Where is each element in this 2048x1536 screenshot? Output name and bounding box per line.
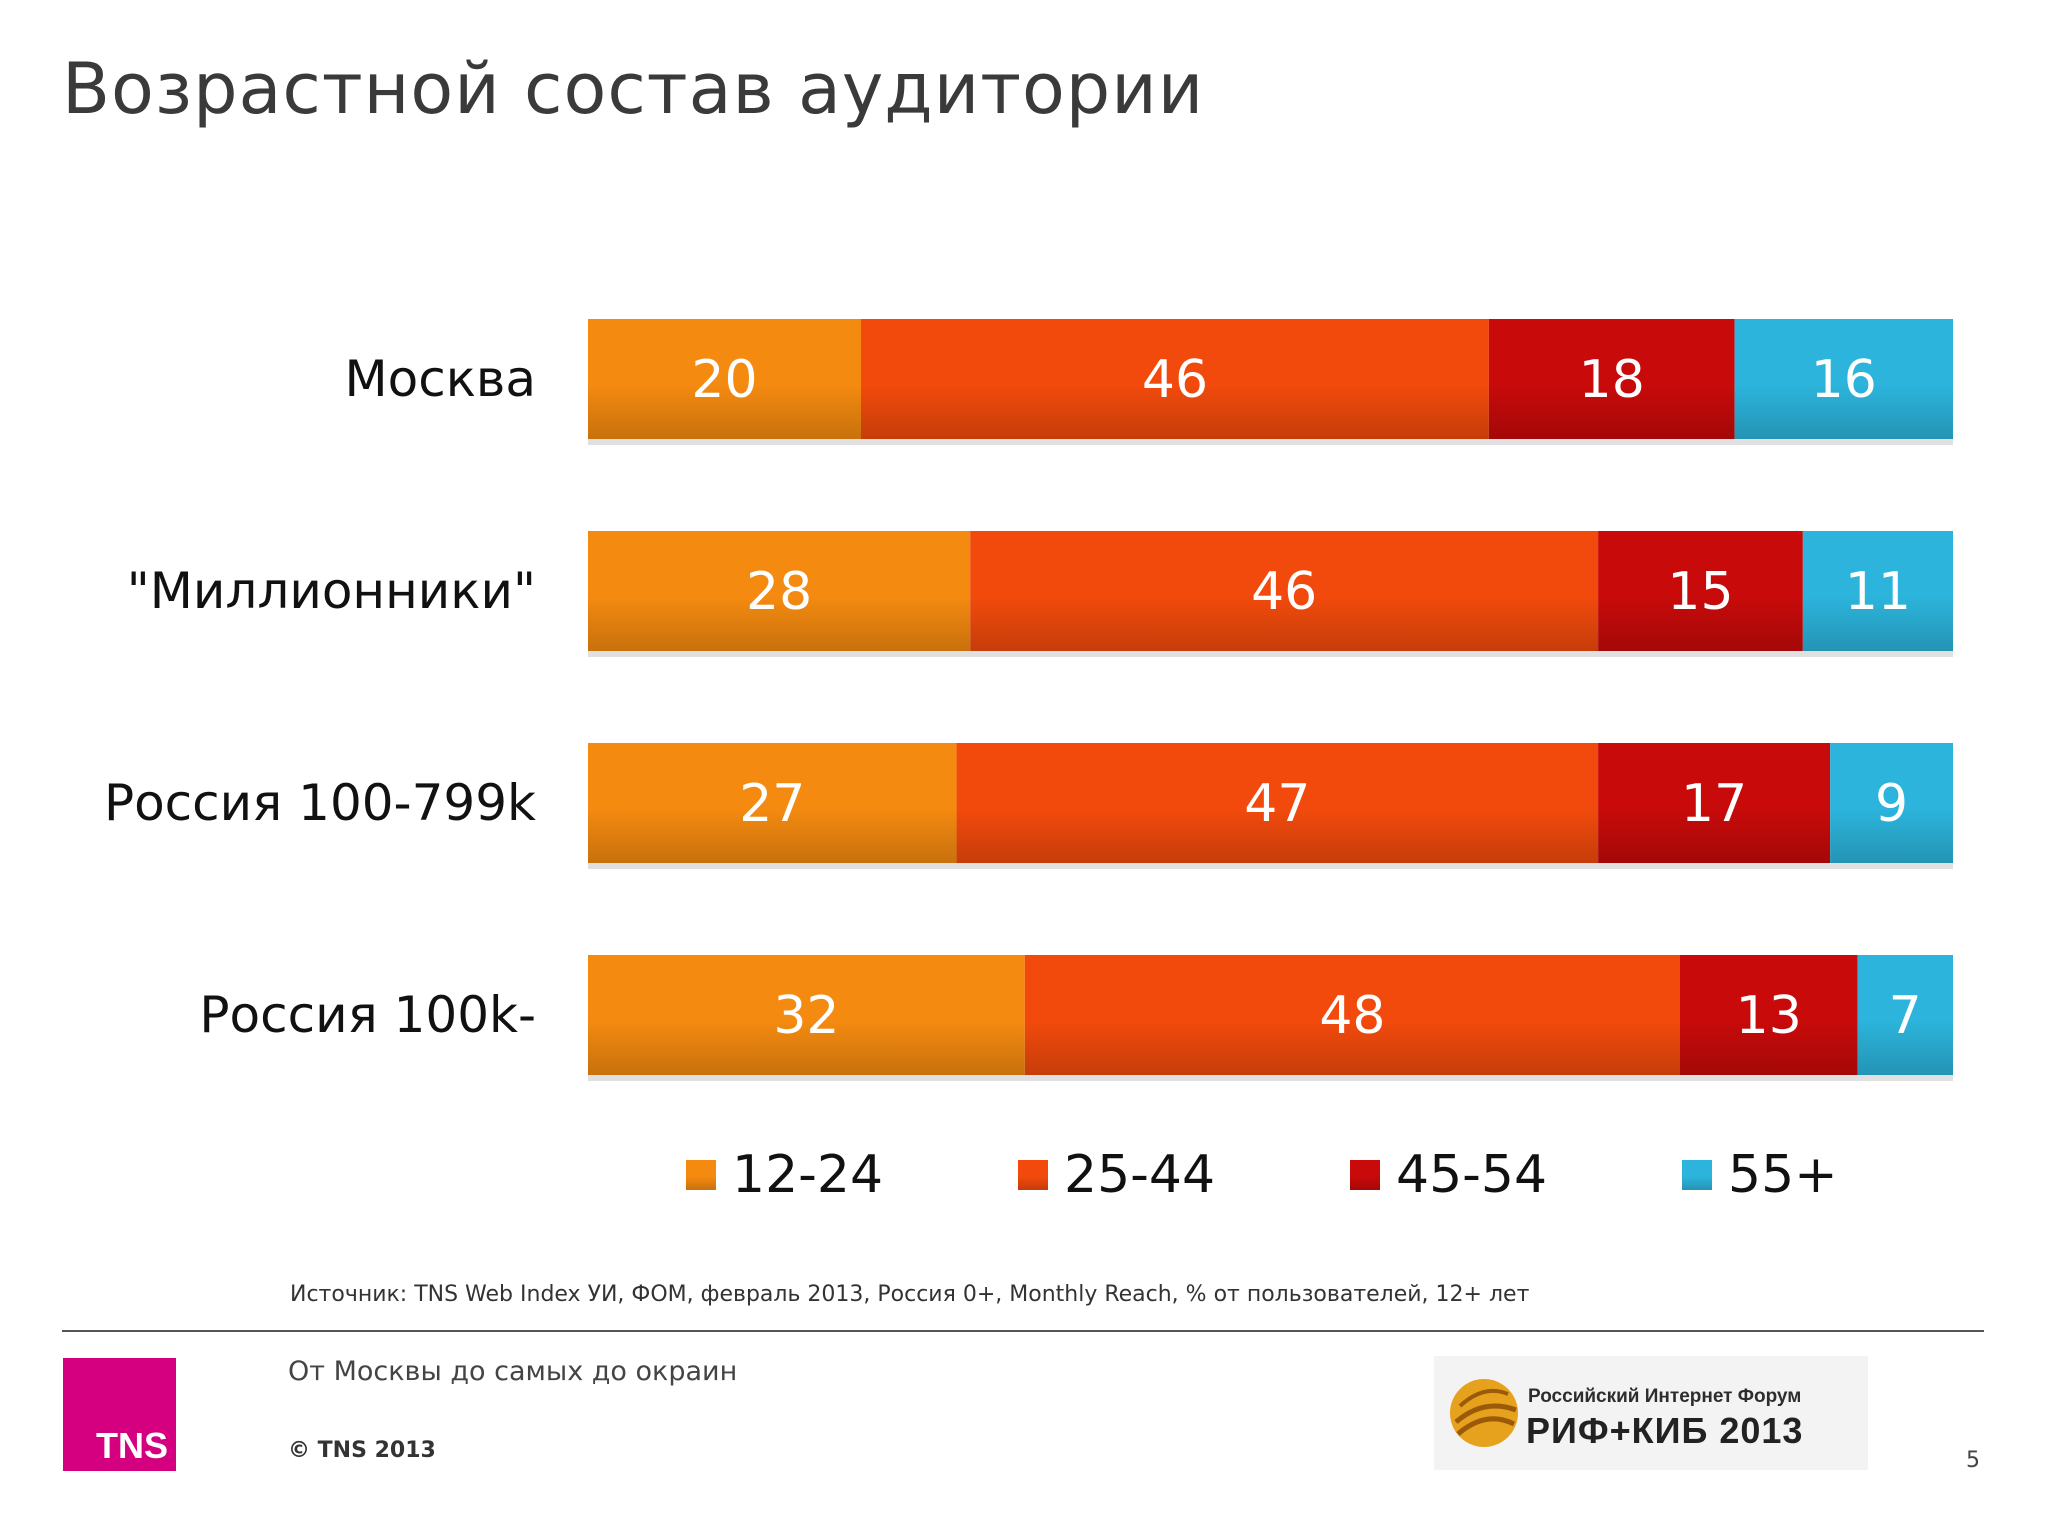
data-label: 20 — [691, 350, 757, 410]
data-label: 9 — [1875, 774, 1908, 834]
bar-segment — [1598, 743, 1831, 863]
copyright: © TNS 2013 — [288, 1438, 436, 1463]
bar-segment — [861, 319, 1489, 439]
data-label: 13 — [1736, 986, 1802, 1046]
category-label: "Миллионники" — [127, 562, 536, 620]
category-label: Россия 100k- — [199, 986, 536, 1044]
bar-shadow — [588, 439, 1953, 445]
data-label: 28 — [746, 562, 812, 622]
forum-logo: Российский Интернет Форум РИФ+КИБ 2013 — [1434, 1356, 1868, 1470]
bar-shadow — [588, 1075, 1953, 1081]
bar-segment — [588, 319, 861, 439]
bar-segment — [1830, 743, 1953, 863]
bar-segment — [1488, 319, 1735, 439]
data-label: 7 — [1889, 986, 1922, 1046]
bar-segment — [1680, 955, 1858, 1075]
category-label: Москва — [344, 350, 536, 408]
data-label: 27 — [739, 774, 805, 834]
bar-segment — [1598, 531, 1803, 651]
legend-swatch — [1350, 1160, 1380, 1190]
category-label: Россия 100-799k — [104, 774, 536, 832]
legend-label: 12-24 — [732, 1145, 883, 1205]
bar-shadow — [588, 863, 1953, 869]
footer-tagline: От Москвы до самых до окраин — [288, 1356, 738, 1387]
page-title: Возрастной состав аудитории — [62, 48, 1205, 130]
bar-segment — [588, 955, 1025, 1075]
bar-segment — [970, 531, 1599, 651]
bar-segment — [588, 531, 971, 651]
footer-divider — [62, 1330, 1984, 1332]
data-label: 11 — [1845, 562, 1911, 622]
bar-segment — [1024, 955, 1680, 1075]
data-label: 17 — [1681, 774, 1747, 834]
tns-logo-text: TNS — [96, 1425, 168, 1466]
legend-label: 55+ — [1728, 1145, 1838, 1205]
forum-emblem-icon — [1450, 1379, 1518, 1447]
data-label: 32 — [773, 986, 839, 1046]
bar-segment — [1734, 319, 1953, 439]
tns-logo: TNS — [63, 1358, 176, 1471]
data-label: 18 — [1579, 350, 1645, 410]
legend-label: 45-54 — [1396, 1145, 1547, 1205]
source-note: Источник: TNS Web Index УИ, ФОМ, февраль… — [290, 1282, 1530, 1307]
forum-name: Российский Интернет Форум — [1528, 1386, 1802, 1407]
bar-shadow — [588, 651, 1953, 657]
data-label: 46 — [1142, 350, 1208, 410]
legend-swatch — [1018, 1160, 1048, 1190]
stacked-bar-chart: Москва 20 46 18 16 "Миллионники" 28 46 15 11 Росси… — [104, 319, 1953, 1205]
forum-event: РИФ+КИБ 2013 — [1526, 1410, 1804, 1451]
data-label: 47 — [1244, 774, 1310, 834]
page-number: 5 — [1966, 1448, 1980, 1473]
bar-segment — [1802, 531, 1953, 651]
bar-segment — [588, 743, 957, 863]
data-label: 46 — [1251, 562, 1317, 622]
bar-segment — [1857, 955, 1953, 1075]
legend-swatch — [686, 1160, 716, 1190]
data-label: 48 — [1319, 986, 1385, 1046]
bar-segment — [956, 743, 1599, 863]
data-label: 15 — [1667, 562, 1733, 622]
legend-label: 25-44 — [1064, 1145, 1215, 1205]
data-label: 16 — [1811, 350, 1877, 410]
legend-swatch — [1682, 1160, 1712, 1190]
